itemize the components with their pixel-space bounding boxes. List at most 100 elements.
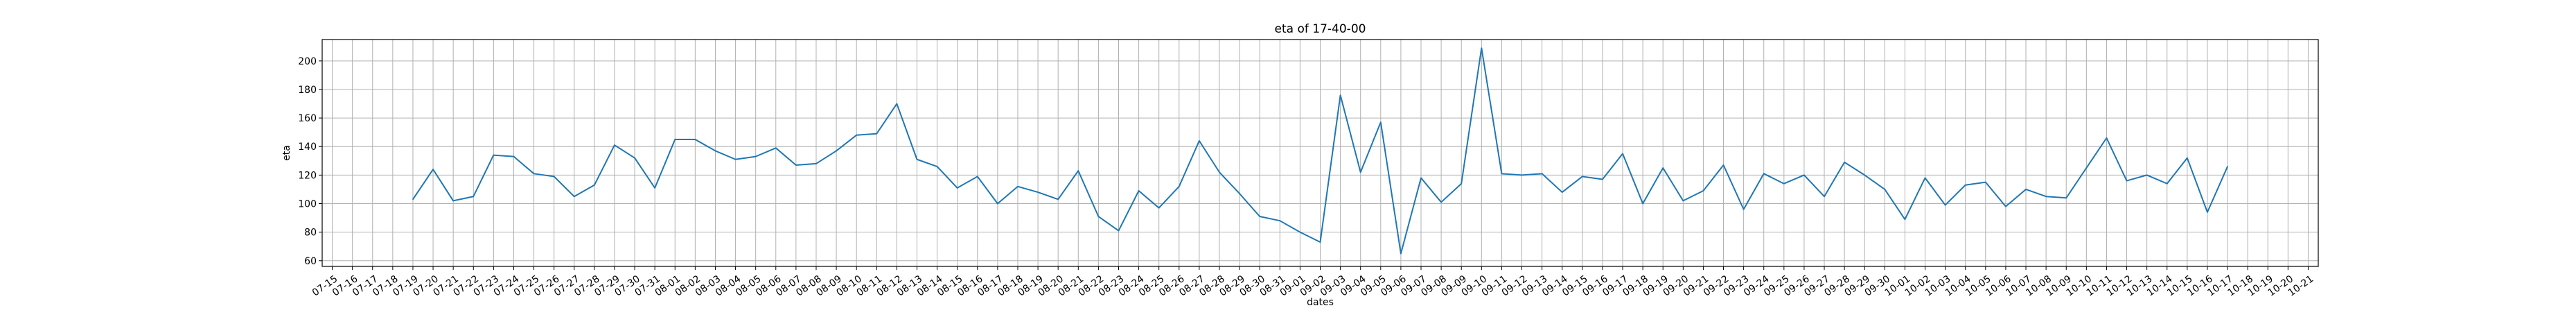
data-point [594,184,595,186]
data-point [1944,204,1946,206]
data-point [1097,216,1100,217]
data-point [755,155,757,157]
data-point [1178,186,1180,187]
data-point [1461,182,1463,185]
data-point [1440,201,1442,203]
data-point [694,139,696,140]
data-point [1844,162,1845,163]
data-point [2207,212,2208,213]
data-point [2065,197,2067,199]
data-point [2227,166,2228,167]
data-point [1642,203,1643,205]
data-point [2045,196,2047,198]
data-point [1803,174,1805,176]
y-tick-label: 180 [298,85,317,96]
data-point [1138,190,1140,191]
data-point [1682,200,1684,202]
y-axis: 60 80 100 120 140 160 180 200 [298,56,322,267]
data-point [2025,189,2027,190]
data-point [654,187,655,189]
data-point [1359,171,1361,173]
data-point [997,203,998,205]
data-point [1339,94,1341,96]
data-point [1319,241,1321,243]
data-point [473,196,475,198]
data-point [1118,230,1120,232]
data-point [1279,220,1281,221]
data-point [573,196,575,198]
data-point [2106,137,2108,139]
data-point [1541,173,1543,175]
series-layer [412,47,2228,255]
data-point [1924,177,1926,179]
data-point [856,134,857,136]
data-point [1783,182,1785,185]
y-tick-label: 80 [304,228,317,239]
data-point [634,157,635,159]
data-point [2126,180,2128,182]
y-tick-label: 100 [298,199,317,210]
data-point [1743,208,1745,210]
data-point [513,155,515,157]
data-point [1602,178,1603,180]
data-point [1057,198,1059,200]
y-tick-label: 120 [298,170,317,181]
data-point [976,176,978,178]
data-point [956,187,958,189]
data-point [1964,184,1966,186]
data-point [2085,167,2088,169]
data-point [432,169,434,170]
data-point [1199,140,1200,142]
grid [322,40,2318,266]
data-point [674,139,676,140]
x-axis: 07-1507-1607-1707-1807-1907-2007-2107-22… [310,266,2315,298]
data-point [614,144,615,146]
data-point [1380,121,1382,123]
data-point [2005,205,2006,207]
data-point [2146,174,2148,176]
data-point [1824,196,1825,198]
data-point [896,103,898,105]
data-point [1259,216,1260,217]
data-point [1763,173,1765,175]
data-point [734,158,736,160]
data-point [533,173,535,175]
y-axis-label: eta [281,145,292,161]
data-point [1400,253,1402,255]
data-point [1017,186,1018,187]
data-point [815,163,817,164]
data-point [795,164,797,166]
data-point [1521,174,1523,176]
data-point [1582,176,1583,178]
data-point [1884,189,1886,190]
data-point [1481,47,1483,49]
data-point [1904,219,1906,220]
data-point [714,150,716,152]
x-axis-label: dates [1307,297,1334,308]
data-point [1702,190,1704,191]
data-point [1420,177,1422,179]
data-point [2187,157,2188,159]
data-point [1662,167,1664,169]
data-point [1158,207,1160,209]
data-point [412,198,414,200]
data-point [1299,231,1301,233]
y-tick-label: 140 [298,142,317,153]
data-point [2166,182,2168,185]
data-point [1219,171,1220,173]
y-tick-label: 60 [304,256,317,267]
data-point [1037,191,1039,193]
data-point [836,150,837,152]
data-point [936,166,938,167]
data-point [1501,173,1503,175]
data-point [1722,164,1724,166]
data-point [916,158,918,160]
data-point [1985,181,1986,183]
data-point [452,200,454,202]
data-point [493,154,495,156]
chart-title: eta of 17-40-00 [1275,22,1366,36]
data-point [553,176,555,178]
data-point [876,133,878,135]
data-point [1622,153,1623,155]
